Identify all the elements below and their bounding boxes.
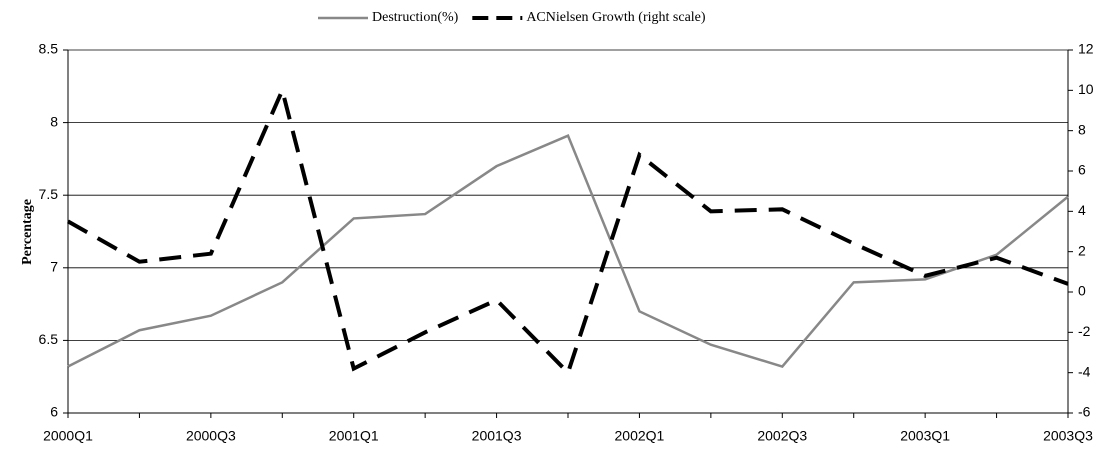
y-axis-label: Percentage	[20, 199, 35, 265]
y-tick-label: 6.5	[39, 331, 59, 347]
y2-tick-label: 8	[1078, 121, 1086, 137]
x-tick-label: 2001Q3	[472, 428, 522, 444]
series-line	[67, 84, 1069, 377]
series-line	[67, 134, 1069, 368]
y2-tick-label: -6	[1078, 404, 1091, 420]
y2-tick-label: 10	[1078, 81, 1094, 97]
x-tick-label: 2000Q1	[43, 428, 93, 444]
y-tick-label: 6	[50, 404, 58, 420]
legend-label: ACNielsen Growth (right scale)	[526, 10, 706, 25]
y-tick-label: 7	[50, 259, 58, 275]
y-tick-label: 8.5	[39, 41, 59, 57]
y2-tick-label: 4	[1078, 202, 1086, 218]
y2-tick-label: 6	[1078, 162, 1086, 178]
y-tick-label: 7.5	[39, 186, 59, 202]
y2-tick-label: 0	[1078, 283, 1086, 299]
x-tick-label: 2002Q1	[615, 428, 665, 444]
legend-label: Destruction(%)	[372, 10, 459, 25]
x-tick-label: 2003Q3	[1043, 428, 1093, 444]
x-tick-label: 2000Q3	[186, 428, 236, 444]
x-tick-label: 2001Q1	[329, 428, 379, 444]
y2-tick-label: 12	[1078, 41, 1094, 57]
x-tick-label: 2002Q3	[757, 428, 807, 444]
y-tick-label: 8	[50, 113, 58, 129]
x-tick-label: 2003Q1	[900, 428, 950, 444]
y2-tick-label: -4	[1078, 363, 1091, 379]
y2-tick-label: 2	[1078, 242, 1086, 258]
y2-tick-label: -2	[1078, 323, 1091, 339]
